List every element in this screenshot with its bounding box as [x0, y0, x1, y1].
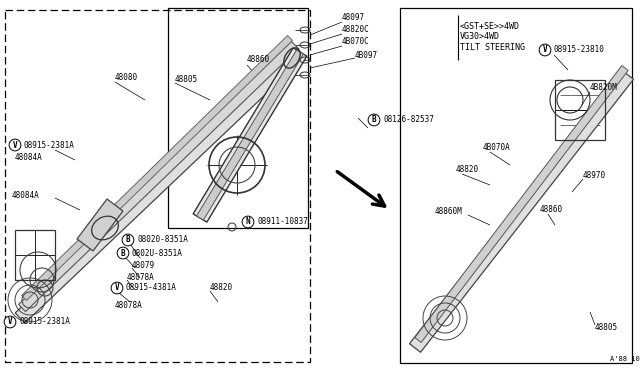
Text: 48078A: 48078A — [127, 273, 155, 282]
Bar — [555, 80, 605, 140]
Text: 48805: 48805 — [175, 76, 198, 84]
Text: N: N — [246, 218, 250, 227]
Text: 4B097: 4B097 — [355, 51, 378, 60]
Polygon shape — [77, 199, 123, 251]
Text: 0802U-8351A: 0802U-8351A — [132, 248, 183, 257]
Text: 48097: 48097 — [342, 13, 365, 22]
Text: 08911-10837: 08911-10837 — [257, 218, 308, 227]
Text: 48084A: 48084A — [12, 190, 40, 199]
Text: 48860M: 48860M — [435, 208, 463, 217]
Text: V: V — [543, 45, 547, 55]
Polygon shape — [196, 50, 303, 220]
Text: 48820C: 48820C — [342, 26, 370, 35]
Bar — [400, 8, 632, 363]
Text: 48860: 48860 — [540, 205, 563, 215]
Bar — [5, 10, 310, 362]
Text: 48820: 48820 — [210, 283, 233, 292]
Polygon shape — [15, 47, 305, 323]
Text: B: B — [372, 115, 376, 125]
Text: 48860: 48860 — [247, 55, 270, 64]
Text: 4B070A: 4B070A — [483, 144, 511, 153]
Text: 08915-2381A: 08915-2381A — [24, 141, 75, 150]
Polygon shape — [19, 41, 298, 312]
Polygon shape — [415, 65, 628, 342]
Polygon shape — [410, 71, 634, 352]
Text: <GST+SE>>4WD
VG30>4WD
TILT STEERING: <GST+SE>>4WD VG30>4WD TILT STEERING — [460, 22, 525, 52]
Text: 08915-2381A: 08915-2381A — [19, 317, 70, 327]
Text: 08915-4381A: 08915-4381A — [126, 283, 177, 292]
Text: A'88 100 0: A'88 100 0 — [610, 356, 640, 362]
Text: V: V — [8, 317, 12, 327]
Text: 08915-23810: 08915-23810 — [554, 45, 605, 55]
Text: 48820: 48820 — [456, 166, 479, 174]
Text: 4B820M: 4B820M — [590, 83, 618, 93]
Text: 48805: 48805 — [595, 324, 618, 333]
Text: 48084A: 48084A — [15, 154, 43, 163]
Bar — [168, 8, 308, 228]
Text: B: B — [121, 248, 125, 257]
Text: 08126-82537: 08126-82537 — [383, 115, 434, 125]
Text: B: B — [125, 235, 131, 244]
Text: 48079: 48079 — [132, 260, 155, 269]
Polygon shape — [22, 35, 292, 301]
Text: 48970: 48970 — [583, 170, 606, 180]
Bar — [15, 230, 55, 280]
Text: 4B070C: 4B070C — [342, 38, 370, 46]
Text: V: V — [13, 141, 17, 150]
Polygon shape — [193, 48, 307, 222]
Text: 08020-8351A: 08020-8351A — [137, 235, 188, 244]
Text: 48080: 48080 — [115, 74, 138, 83]
Text: 48078A: 48078A — [115, 301, 143, 310]
Text: V: V — [115, 283, 119, 292]
